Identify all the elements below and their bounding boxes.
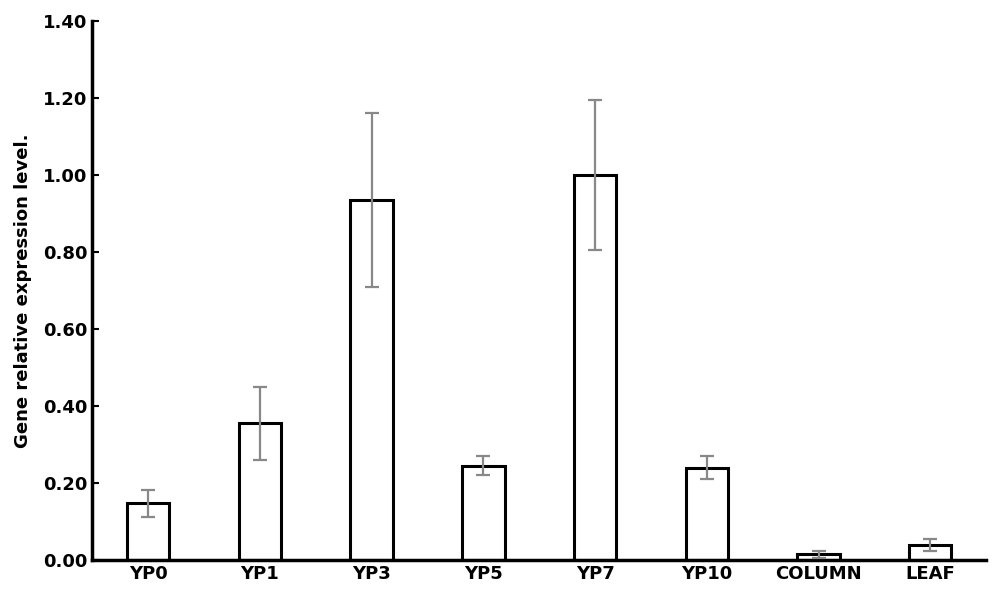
- Bar: [797, 555, 840, 560]
- Y-axis label: Gene relative expression level.: Gene relative expression level.: [14, 133, 32, 448]
- Bar: [462, 466, 505, 560]
- Bar: [350, 200, 393, 560]
- Bar: [127, 503, 169, 560]
- Bar: [239, 423, 281, 560]
- Bar: [686, 468, 728, 560]
- Bar: [574, 175, 616, 560]
- Bar: [909, 545, 951, 560]
